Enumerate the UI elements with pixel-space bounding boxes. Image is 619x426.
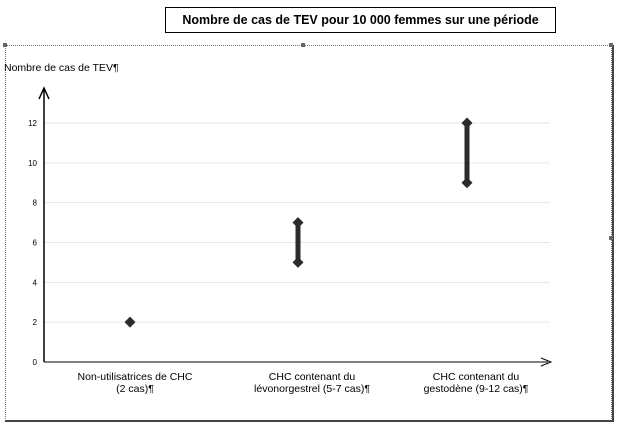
category-label-line: Non-utilisatrices de CHC bbox=[78, 371, 193, 383]
resize-handle-middle-right[interactable] bbox=[609, 236, 613, 240]
y-tick-labels: 0 2 4 6 8 10 12 bbox=[28, 119, 37, 367]
frame-shadow-right bbox=[612, 45, 614, 422]
range-marker bbox=[461, 117, 473, 129]
chart-title: Nombre de cas de TEV pour 10 000 femmes … bbox=[165, 7, 556, 33]
category-label: Non-utilisatrices de CHC (2 cas)¶ bbox=[78, 371, 193, 395]
range-marker bbox=[124, 316, 136, 328]
category-label: CHC contenant du lévonorgestrel (5-7 cas)… bbox=[254, 371, 370, 395]
x-axis-arrow-icon bbox=[540, 357, 553, 367]
range-marker bbox=[461, 177, 473, 189]
range-marker bbox=[292, 256, 304, 268]
y-tick-label: 6 bbox=[33, 239, 38, 248]
y-tick-label: 10 bbox=[28, 159, 37, 168]
category-labels: Non-utilisatrices de CHC (2 cas)¶ CHC cont… bbox=[78, 371, 529, 395]
frame-shadow-bottom bbox=[5, 420, 614, 422]
y-tick-label: 4 bbox=[33, 278, 38, 287]
y-tick-label: 12 bbox=[28, 119, 37, 128]
gridlines bbox=[44, 122, 550, 323]
category-label: CHC contenant du gestodène (9-12 cas)¶ bbox=[424, 371, 529, 395]
data-marks bbox=[124, 117, 473, 328]
y-tick-label: 0 bbox=[33, 358, 38, 367]
category-label-line: gestodène (9-12 cas)¶ bbox=[424, 383, 529, 395]
category-label-line: lévonorgestrel (5-7 cas)¶ bbox=[254, 383, 370, 395]
category-label-line: CHC contenant du bbox=[269, 371, 356, 383]
resize-handle-top-left[interactable] bbox=[3, 43, 7, 47]
category-label-line: (2 cas)¶ bbox=[116, 383, 154, 395]
resize-handle-top-center[interactable] bbox=[301, 43, 305, 47]
axes bbox=[38, 86, 553, 367]
range-marker bbox=[292, 217, 304, 229]
y-tick-label: 8 bbox=[33, 199, 38, 208]
y-axis-label: Nombre de cas de TEV¶ bbox=[4, 62, 119, 74]
resize-handle-top-right[interactable] bbox=[609, 43, 613, 47]
y-axis-arrow-icon bbox=[38, 86, 50, 100]
category-label-line: CHC contenant du bbox=[433, 371, 520, 383]
y-tick-label: 2 bbox=[33, 318, 38, 327]
